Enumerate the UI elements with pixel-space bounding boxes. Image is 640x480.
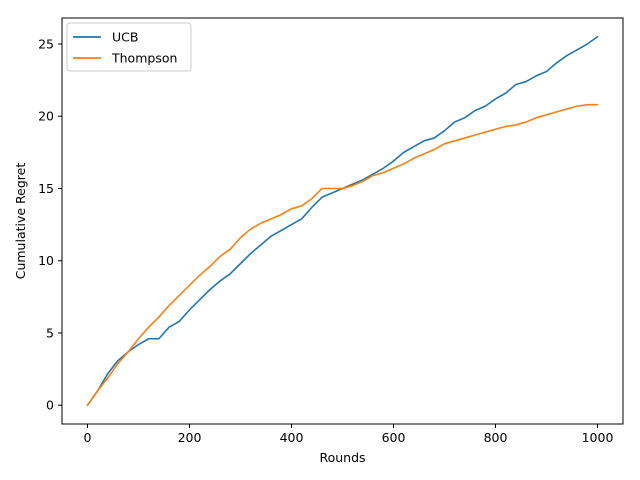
series-layer (86, 35, 599, 407)
y-tick-label: 5 (46, 325, 54, 340)
series-line-thompson (86, 103, 599, 407)
y-tick-label: 25 (38, 37, 54, 52)
legend-label-ucb: UCB (112, 30, 138, 45)
x-axis-label: Rounds (319, 450, 365, 465)
y-axis-label: Cumulative Regret (13, 163, 28, 280)
x-tick-label: 1000 (582, 430, 614, 445)
legend-box (66, 22, 192, 72)
x-tick-label: 600 (382, 430, 406, 445)
legend-label-thompson: Thompson (111, 51, 177, 66)
y-axis-ticks: 0 5 10 15 20 25 (38, 37, 62, 413)
x-axis-ticks: 0 200 400 600 800 1000 (84, 424, 614, 445)
x-tick-label: 0 (84, 430, 92, 445)
y-tick-label: 0 (46, 398, 54, 413)
x-tick-label: 200 (178, 430, 202, 445)
x-tick-label: 800 (484, 430, 508, 445)
legend: UCB Thompson (66, 22, 192, 72)
x-tick-label: 400 (280, 430, 304, 445)
y-tick-label: 10 (38, 253, 54, 268)
plot-frame (61, 17, 624, 425)
y-tick-label: 20 (38, 109, 54, 124)
plot-area (62, 18, 623, 424)
y-tick-label: 15 (38, 181, 54, 196)
